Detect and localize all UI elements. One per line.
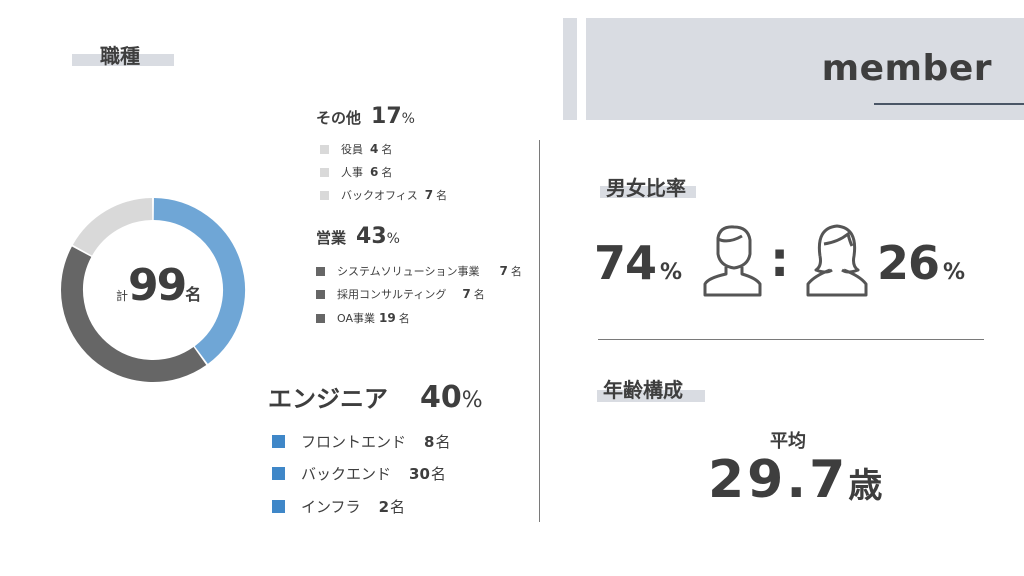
total-unit: 名 (185, 285, 202, 304)
legend-square (320, 167, 329, 177)
list-item: 役員 4 名 (320, 141, 392, 157)
average-age: 29.7歳 (708, 450, 882, 510)
other-title: その他 (316, 109, 362, 127)
item-label: 人事 (341, 166, 363, 179)
sales-title: 営業 (316, 229, 347, 247)
item-count: 7 (424, 188, 434, 202)
legend-square (316, 266, 325, 276)
item-unit: 名 (510, 265, 522, 278)
list-item: システムソリューション事業 7 名 (316, 263, 522, 279)
donut-total: 計99名 (116, 260, 201, 311)
item-count: 7 (462, 287, 471, 301)
item-unit: 名 (390, 498, 406, 516)
engineer-percent: 40 (420, 380, 462, 415)
female-value: 26 (877, 236, 940, 290)
age-label-bar (597, 390, 705, 402)
male-ratio: 74% (594, 236, 682, 290)
item-unit: 名 (435, 433, 451, 451)
gender-section-label: 男女比率 (606, 176, 686, 200)
item-label: 採用コンサルティング (337, 288, 447, 301)
total-prefix: 計 (116, 289, 129, 303)
donut-segment-other (72, 198, 153, 256)
female-person-icon (806, 224, 868, 297)
occupation-donut-chart (61, 198, 245, 382)
item-label: バックエンド (301, 465, 392, 483)
list-item: 人事 6 名 (320, 164, 392, 180)
average-age-label: 平均 (770, 431, 806, 452)
list-item: フロントエンド 8 名 (272, 431, 450, 452)
item-label: インフラ (301, 498, 361, 516)
list-item: OA事業 19 名 (316, 310, 410, 326)
donut-segment-sales (61, 246, 207, 382)
item-label: システムソリューション事業 (337, 265, 480, 278)
engineer-group-title: エンジニア 40% (268, 379, 483, 415)
item-unit: 名 (436, 189, 448, 202)
list-item: 採用コンサルティング 7 名 (316, 286, 485, 302)
other-percent-sign: % (401, 111, 415, 127)
male-unit: % (660, 260, 683, 285)
sales-group-title: 営業 43% (316, 224, 400, 249)
header-accent-bar (563, 18, 577, 120)
legend-square (272, 500, 285, 513)
legend-square (272, 467, 285, 480)
list-item: バックオフィス 7 名 (320, 187, 447, 203)
engineer-percent-sign: % (461, 388, 483, 413)
list-item: バックエンド 30 名 (272, 463, 446, 484)
other-group-title: その他 17% (316, 104, 415, 129)
other-percent: 17 (371, 104, 402, 129)
item-unit: 名 (430, 465, 446, 483)
occupation-label-bar (72, 54, 174, 66)
item-label: 役員 (341, 143, 363, 156)
item-count: 4 (370, 142, 379, 156)
header-underline (874, 103, 1024, 105)
page-title: member (821, 48, 992, 89)
item-label: フロントエンド (301, 433, 407, 451)
item-count: 2 (378, 497, 389, 516)
item-count: 8 (424, 432, 435, 451)
total-value: 99 (128, 260, 187, 311)
item-label: バックオフィス (341, 189, 418, 202)
ratio-separator: : (770, 232, 790, 288)
legend-square (316, 313, 325, 323)
male-person-icon (703, 225, 762, 297)
average-age-value: 29.7 (708, 450, 849, 510)
female-ratio: 26% (877, 236, 965, 290)
occupation-section-label: 職種 (100, 44, 140, 68)
vertical-divider (539, 140, 540, 522)
legend-square (320, 144, 329, 154)
item-label: OA事業 (337, 312, 375, 325)
engineer-title: エンジニア (268, 385, 388, 413)
legend-square (316, 289, 325, 299)
age-section-label: 年齢構成 (603, 378, 683, 402)
horizontal-divider (598, 339, 984, 340)
sales-percent-sign: % (386, 231, 400, 247)
item-count: 6 (370, 165, 379, 179)
legend-square (320, 190, 329, 200)
legend-square (272, 435, 285, 448)
average-age-unit: 歳 (848, 466, 883, 506)
item-count: 7 (499, 264, 508, 278)
item-unit: 名 (381, 143, 393, 156)
donut-segment-engineer (153, 198, 245, 364)
gender-label-bar (600, 186, 696, 198)
sales-percent: 43 (356, 224, 387, 249)
item-count: 19 (379, 311, 396, 325)
male-value: 74 (594, 236, 657, 290)
list-item: インフラ 2 名 (272, 496, 405, 517)
item-unit: 名 (473, 288, 485, 301)
item-count: 30 (409, 464, 430, 483)
item-unit: 名 (381, 166, 393, 179)
item-unit: 名 (398, 312, 410, 325)
female-unit: % (943, 260, 966, 285)
